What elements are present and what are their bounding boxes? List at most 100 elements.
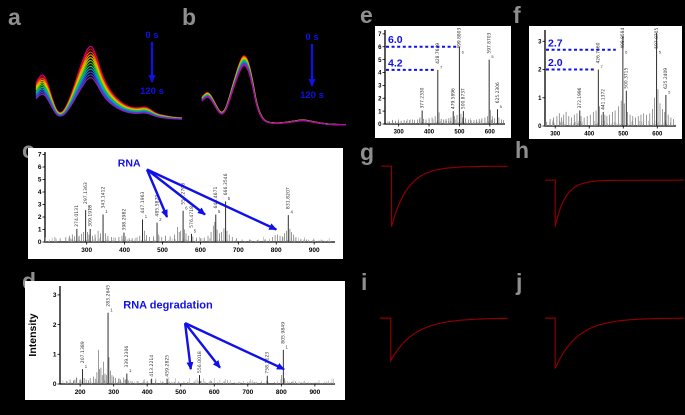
svg-text:0 s: 0 s	[145, 30, 158, 41]
svg-text:3: 3	[38, 202, 42, 209]
svg-text:120 s: 120 s	[140, 86, 164, 97]
svg-text:597.8703: 597.8703	[487, 32, 493, 53]
svg-text:5: 5	[194, 228, 197, 233]
svg-text:426.7660: 426.7660	[596, 42, 602, 63]
svg-text:554.2708: 554.2708	[180, 183, 186, 205]
svg-text:576.4718: 576.4718	[189, 206, 195, 228]
svg-text:500: 500	[175, 389, 186, 396]
svg-text:RNA degradation: RNA degradation	[123, 299, 213, 311]
svg-text:900: 900	[309, 389, 320, 396]
svg-text:372.1996: 372.1996	[577, 87, 583, 108]
svg-text:498.8584: 498.8584	[620, 28, 626, 49]
svg-text:4.2: 4.2	[388, 57, 403, 69]
svg-text:428.7649: 428.7649	[435, 43, 441, 64]
svg-text:441.1372: 441.1372	[601, 89, 607, 110]
svg-text:700: 700	[233, 247, 244, 254]
svg-text:625.2409: 625.2409	[663, 68, 669, 89]
svg-text:1: 1	[110, 307, 113, 312]
panel-b-spectra-chart: 0 s 120 s	[201, 32, 347, 126]
svg-text:2.7: 2.7	[548, 37, 563, 49]
svg-text:640.4671: 640.4671	[213, 187, 219, 209]
svg-text:5: 5	[500, 104, 503, 109]
svg-text:3: 3	[53, 292, 57, 299]
svg-text:4: 4	[38, 189, 42, 196]
svg-text:7: 7	[601, 64, 604, 69]
panel-e-letter: e	[360, 2, 373, 28]
svg-text:500: 500	[454, 130, 465, 136]
svg-text:800: 800	[271, 247, 282, 254]
panel-c-mass-spectrum: 0 1 2 3 4 5 6 7 300 400 500 600 700 800 900 274.0131297…	[38, 152, 335, 254]
svg-text:600: 600	[209, 389, 220, 396]
svg-text:485.5879: 485.5879	[154, 195, 160, 217]
svg-text:309.1918: 309.1918	[88, 205, 94, 227]
svg-text:400: 400	[584, 132, 595, 138]
svg-text:800: 800	[276, 389, 287, 396]
svg-text:5: 5	[491, 54, 494, 59]
svg-text:625.2306: 625.2306	[495, 82, 501, 103]
svg-text:297.1363: 297.1363	[83, 182, 89, 204]
panel-a-spectra-chart: 0 s 120 s	[35, 30, 183, 120]
svg-text:600: 600	[195, 247, 206, 254]
svg-text:Intensity: Intensity	[27, 313, 39, 356]
panel-i-letter: i	[361, 269, 368, 295]
svg-text:6: 6	[38, 164, 42, 171]
svg-text:3: 3	[378, 84, 382, 90]
svg-text:300: 300	[81, 247, 92, 254]
svg-text:400: 400	[424, 130, 435, 136]
svg-text:499.8803: 499.8803	[457, 28, 463, 49]
panel-j-letter: j	[516, 269, 523, 295]
svg-text:597.8705: 597.8705	[654, 28, 660, 49]
svg-text:5: 5	[38, 177, 42, 184]
svg-text:400: 400	[142, 389, 153, 396]
svg-text:2.0: 2.0	[548, 57, 563, 69]
svg-text:6: 6	[378, 45, 382, 51]
svg-text:283.2645: 283.2645	[105, 285, 111, 307]
panel-a-letter: a	[8, 4, 21, 30]
svg-text:300: 300	[394, 130, 405, 136]
svg-text:831.8207: 831.8207	[286, 187, 292, 209]
svg-text:1: 1	[105, 209, 108, 214]
svg-text:7: 7	[378, 32, 382, 38]
svg-text:2: 2	[378, 96, 382, 102]
svg-text:377.2330: 377.2330	[419, 87, 425, 108]
svg-text:6: 6	[625, 49, 628, 54]
svg-text:274.0131: 274.0131	[74, 205, 80, 227]
svg-text:900: 900	[309, 247, 320, 254]
svg-text:1: 1	[85, 364, 88, 369]
svg-text:479.5896: 479.5896	[451, 88, 457, 109]
svg-text:2: 2	[159, 217, 162, 222]
svg-text:1: 1	[53, 352, 57, 359]
svg-text:0 s: 0 s	[305, 32, 318, 43]
svg-text:RNA: RNA	[118, 157, 141, 169]
svg-text:6.0: 6.0	[388, 34, 403, 46]
svg-text:5: 5	[378, 58, 382, 64]
panel-d-plot-box: 0 1 2 3 200 300 400 500 600 700 800 900 207.1389 1 283…	[25, 281, 345, 400]
panel-f-plot-box: 0 1 2 3 300 400 500 600 372.1996 426.7660 7 441.137…	[529, 26, 682, 139]
svg-text:343.1412: 343.1412	[100, 187, 106, 209]
svg-text:1: 1	[286, 344, 289, 349]
svg-text:500.3715: 500.3715	[624, 68, 630, 89]
svg-text:600: 600	[485, 130, 496, 136]
svg-text:1: 1	[38, 227, 42, 234]
svg-text:1: 1	[88, 205, 91, 210]
panel-e-plot-box: 0 1 2 3 4 5 6 7 300 400 500 600 377.2330 428.7649 7 479…	[375, 26, 511, 138]
panel-j-decay-chart	[545, 317, 684, 369]
svg-text:6: 6	[462, 49, 465, 54]
svg-text:7: 7	[38, 152, 42, 159]
svg-text:300: 300	[550, 132, 561, 138]
svg-text:413.2214: 413.2214	[149, 355, 155, 377]
svg-text:6: 6	[185, 205, 188, 210]
svg-text:5: 5	[659, 49, 662, 54]
panel-f-letter: f	[513, 2, 521, 28]
panel-b-letter: b	[182, 4, 197, 30]
svg-text:2: 2	[538, 68, 542, 74]
panel-c-plot-box: 0 1 2 3 4 5 6 7 300 400 500 600 700 800 900 274.0131 297…	[28, 148, 343, 259]
svg-text:1: 1	[378, 109, 382, 115]
svg-text:4: 4	[291, 210, 294, 215]
svg-text:398.2982: 398.2982	[121, 209, 127, 231]
svg-text:400: 400	[119, 247, 130, 254]
